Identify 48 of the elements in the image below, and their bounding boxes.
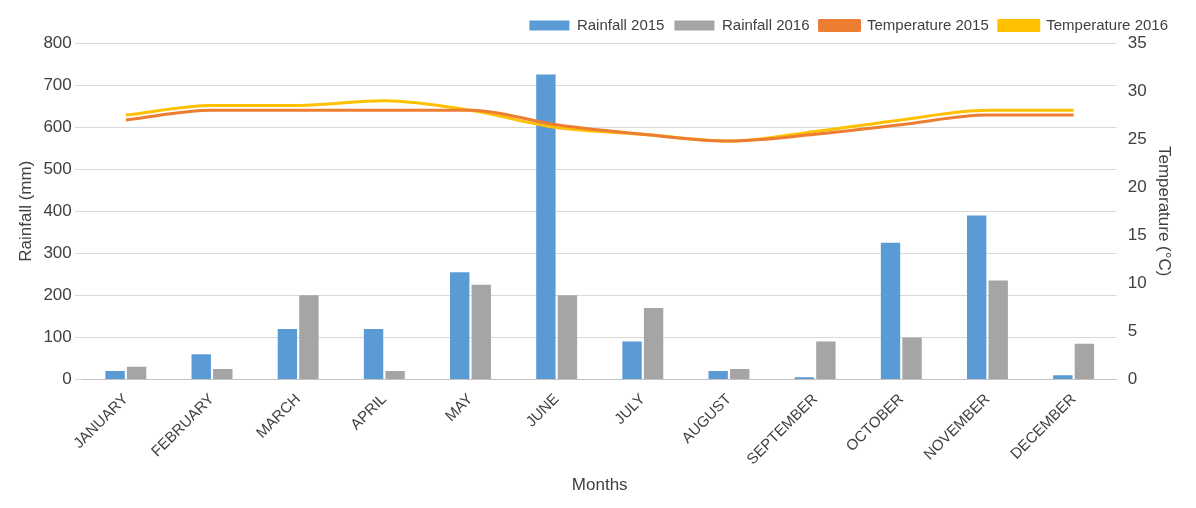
legend-label: Rainfall 2015 <box>576 15 665 33</box>
bar <box>902 337 922 379</box>
bar <box>643 307 664 379</box>
y2-tick-label: 25 <box>1127 128 1147 148</box>
y2-tick-label: 20 <box>1127 176 1147 196</box>
legend-label: Rainfall 2016 <box>721 15 810 33</box>
y-tick-label: 0 <box>62 369 72 389</box>
bar <box>299 295 319 379</box>
bar <box>622 341 642 379</box>
bar <box>191 354 211 379</box>
y-tick-label: 400 <box>43 200 72 220</box>
y2-axis-title: Temperature (°C) <box>1155 145 1175 277</box>
bar <box>557 295 578 379</box>
legend-label: Temperature 2016 <box>1046 15 1169 33</box>
x-axis-title: Months <box>571 475 628 495</box>
bar <box>988 280 1008 379</box>
y-tick-label: 600 <box>43 116 72 136</box>
y2-tick-label: 30 <box>1127 80 1147 100</box>
y2-tick-label: 5 <box>1127 321 1138 341</box>
y-tick-label: 500 <box>43 158 72 178</box>
bar <box>816 341 836 379</box>
y-tick-label: 200 <box>43 285 72 305</box>
bar <box>730 368 750 379</box>
bar <box>363 328 384 379</box>
y-tick-label: 800 <box>43 32 72 52</box>
bar <box>385 371 405 379</box>
legend-label: Temperature 2015 <box>867 15 989 33</box>
y2-tick-label: 15 <box>1127 224 1147 244</box>
bar <box>213 368 233 379</box>
bar <box>126 366 147 379</box>
bar <box>880 242 901 379</box>
y2-tick-label: 10 <box>1127 273 1147 293</box>
y-tick-label: 300 <box>43 242 72 262</box>
line-series <box>124 108 1076 143</box>
bar <box>966 215 987 379</box>
bar <box>277 328 298 379</box>
bar <box>1074 343 1095 379</box>
y2-tick-label: 35 <box>1127 32 1147 52</box>
bar <box>471 284 491 379</box>
y2-tick-label: 0 <box>1127 369 1138 389</box>
bar <box>450 272 470 379</box>
bar <box>1053 375 1073 379</box>
y-tick-label: 100 <box>43 327 72 347</box>
bar <box>708 371 728 379</box>
bar <box>536 74 556 379</box>
y-axis-title: Rainfall (mm) <box>15 160 35 262</box>
bar <box>105 371 125 379</box>
y-tick-label: 700 <box>43 74 72 94</box>
